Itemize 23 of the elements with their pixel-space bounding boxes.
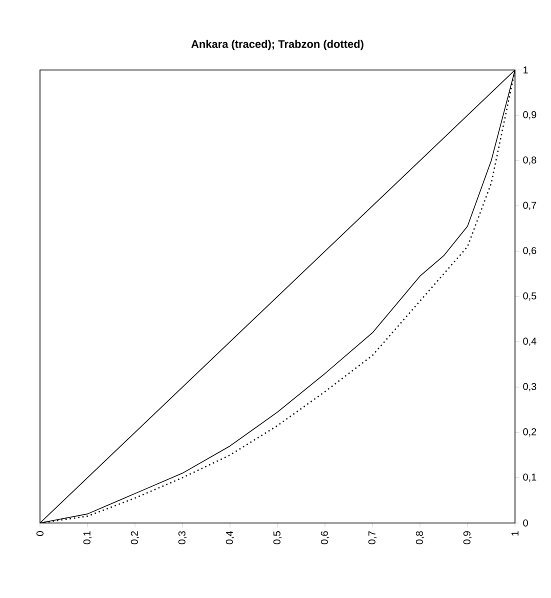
y-tick-label: 0,9 bbox=[523, 111, 536, 120]
y-tick-label: 0,5 bbox=[523, 292, 536, 301]
x-tick-label: 0,6 bbox=[320, 531, 330, 544]
y-tick-label: 0,4 bbox=[523, 338, 536, 346]
y-tick-label: 0,8 bbox=[523, 156, 536, 165]
y-tick-label: 0,2 bbox=[523, 428, 536, 437]
x-tick-label: 0 bbox=[36, 531, 44, 536]
x-tick-label: 1 bbox=[512, 531, 518, 536]
x-tick-label: 0,1 bbox=[83, 531, 92, 544]
x-tick-label: 0,4 bbox=[226, 531, 234, 544]
x-tick-label: 0,7 bbox=[368, 531, 377, 544]
x-tick-label: 0,8 bbox=[416, 531, 424, 544]
y-tick-label: 0,7 bbox=[523, 202, 536, 210]
x-tick-label: 0,9 bbox=[463, 531, 472, 544]
y-tick-label: 1 bbox=[524, 66, 528, 74]
chart-title: Ankara (traced); Trabzon (dotted) bbox=[191, 40, 364, 50]
y-tick-label: 0,6 bbox=[523, 247, 536, 256]
x-tick-label: 0,3 bbox=[178, 531, 187, 544]
x-tick-label: 0,2 bbox=[130, 531, 140, 544]
y-tick-label: 0,1 bbox=[523, 474, 536, 482]
y-tick-label: 0 bbox=[523, 519, 528, 527]
x-tick-label: 0,5 bbox=[273, 531, 282, 544]
y-tick-label: 0,3 bbox=[523, 382, 536, 392]
